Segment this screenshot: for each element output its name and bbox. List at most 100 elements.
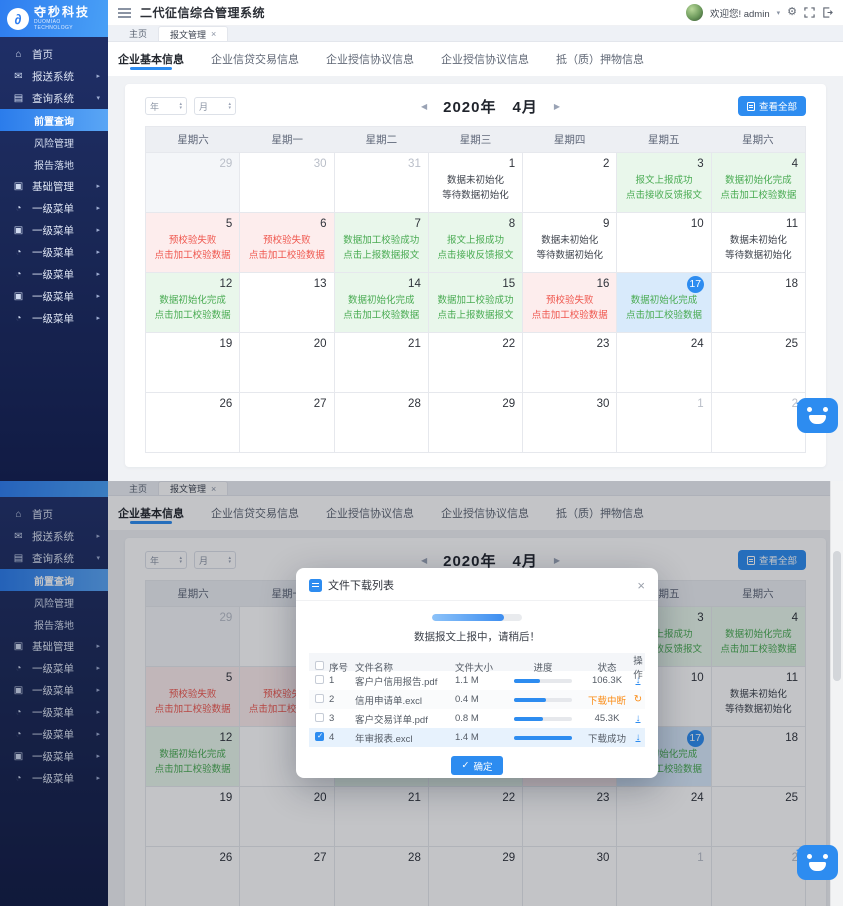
cell-status-line1[interactable]: 数据初始化完成	[159, 295, 226, 306]
calendar-cell[interactable]: 31	[334, 153, 429, 213]
calendar-cell[interactable]: 21	[334, 333, 429, 393]
sidebar-item[interactable]: ▣ 一级菜单 ▸	[0, 285, 108, 307]
calendar-cell[interactable]: 11 数据未初始化 等待数据初始化	[711, 667, 806, 727]
calendar-cell[interactable]: 11 数据未初始化 等待数据初始化	[711, 213, 806, 273]
calendar-cell[interactable]: 1	[617, 393, 712, 453]
sidebar-item[interactable]: 前置查询	[0, 109, 108, 131]
subtab[interactable]: 企业信贷交易信息	[211, 505, 299, 530]
sidebar-item[interactable]: ▣ 一级菜单 ▸	[0, 219, 108, 241]
cell-status-line2[interactable]: 等待数据初始化	[725, 250, 792, 261]
tab-report-management[interactable]: 报文管理 ×	[158, 26, 229, 41]
calendar-cell[interactable]: 8 报文上报成功 点击接收反馈报文	[428, 213, 524, 273]
row-action-icon[interactable]: ↓	[635, 713, 641, 724]
calendar-cell[interactable]: 21	[334, 787, 429, 847]
calendar-cell[interactable]: 27	[240, 393, 335, 453]
cell-status-line1[interactable]: 数据加工校验成功	[343, 235, 420, 246]
cell-status-line1[interactable]: 报文上报成功	[635, 629, 693, 640]
next-month-icon[interactable]: ▶	[553, 555, 560, 565]
calendar-cell[interactable]: 19	[146, 787, 241, 847]
calendar-cell[interactable]: 29	[146, 607, 241, 667]
calendar-cell[interactable]: 7 数据加工校验成功 点击上报数据报文	[334, 213, 429, 273]
cell-status-line1[interactable]: 数据初始化完成	[347, 295, 415, 306]
calendar-cell[interactable]: 2	[711, 393, 806, 453]
calendar-cell[interactable]: 9 数据未初始化 等待数据初始化	[523, 213, 618, 273]
cell-status-line2[interactable]: 等待数据初始化	[725, 704, 792, 715]
calendar-cell[interactable]: 3 报文上报成功 点击接收反馈报文	[617, 153, 712, 213]
gear-icon[interactable]: ⚙	[787, 6, 797, 18]
scrollbar[interactable]	[830, 481, 843, 906]
prev-month-icon[interactable]: ◀	[420, 101, 428, 111]
calendar-cell[interactable]: 13	[240, 273, 335, 333]
calendar-cell[interactable]: 15 数据加工校验成功 点击上报数据报文	[428, 273, 524, 333]
cell-status-line2[interactable]: 点击加工校验数据	[720, 644, 797, 655]
calendar-cell[interactable]: 12 数据初始化完成 点击加工校验数据	[146, 727, 241, 787]
sidebar-item[interactable]: 风险管理	[0, 591, 108, 613]
calendar-cell[interactable]: 29	[146, 153, 241, 213]
calendar-cell[interactable]: 23	[523, 333, 618, 393]
chat-widget[interactable]	[796, 398, 838, 433]
cell-status-line2[interactable]: 点击加工校验数据	[154, 250, 231, 261]
calendar-cell[interactable]: 22	[428, 787, 524, 847]
calendar-cell[interactable]: 4 数据初始化完成 点击加工校验数据	[711, 607, 806, 667]
month-select[interactable]: 月 ▴ ▾	[194, 551, 236, 569]
calendar-cell[interactable]: 16 预校验失败 点击加工校验数据	[523, 273, 618, 333]
calendar-cell[interactable]: 28	[334, 847, 429, 906]
cell-status-line2[interactable]: 点击加工校验数据	[248, 704, 325, 715]
row-checkbox[interactable]	[315, 674, 324, 684]
sidebar-item[interactable]: 报告落地	[0, 153, 108, 175]
row-action-icon[interactable]: ↓	[635, 675, 641, 686]
calendar-cell[interactable]: 30	[523, 393, 618, 453]
row-checkbox[interactable]	[315, 731, 324, 741]
tab-home[interactable]: 主页	[129, 483, 148, 494]
cell-status-line1[interactable]: 数据初始化完成	[725, 175, 792, 186]
calendar-cell[interactable]: 24	[617, 787, 712, 847]
calendar-cell[interactable]: 17 数据初始化完成 点击加工校验数据	[617, 273, 712, 333]
sidebar-item[interactable]: ✉ 报送系统 ▸	[0, 525, 108, 547]
calendar-cell[interactable]: 19	[146, 333, 241, 393]
sidebar-item[interactable]: ◔ 一级菜单 ▸	[0, 701, 108, 723]
month-select[interactable]: 月 ▴ ▾	[194, 97, 236, 115]
cell-status-line1[interactable]: 数据未初始化	[541, 235, 599, 246]
calendar-cell[interactable]: 14 数据初始化完成 点击加工校验数据	[334, 273, 429, 333]
subtab[interactable]: 企业授信协议信息	[326, 505, 414, 530]
avatar[interactable]	[685, 4, 703, 21]
cell-status-line1[interactable]: 数据加工校验成功	[437, 295, 514, 306]
sidebar-item[interactable]: ▣ 一级菜单 ▸	[0, 679, 108, 701]
subtab[interactable]: 企业基本信息	[118, 51, 184, 76]
sidebar-item[interactable]: ⌂ 首页	[0, 43, 108, 65]
cell-status-line1[interactable]: 数据未初始化	[729, 689, 787, 700]
cell-status-line1[interactable]: 数据初始化完成	[725, 629, 792, 640]
hamburger-icon[interactable]	[118, 7, 131, 18]
spinner-carets-icon[interactable]: ▴ ▾	[179, 555, 182, 565]
spinner-carets-icon[interactable]: ▴ ▾	[179, 101, 182, 111]
cell-status-line2[interactable]: 点击上报数据报文	[343, 250, 420, 261]
calendar-cell[interactable]: 23	[523, 787, 618, 847]
sidebar-item[interactable]: ◔ 一级菜单 ▸	[0, 197, 108, 219]
cell-status-line1[interactable]: 报文上报成功	[446, 235, 504, 246]
cell-status-line2[interactable]: 点击加工校验数据	[154, 764, 231, 775]
sidebar-item[interactable]: ▤ 查询系统 ▾	[0, 547, 108, 569]
fullscreen-icon[interactable]	[804, 7, 815, 18]
cell-status-line1[interactable]: 数据初始化完成	[630, 749, 698, 760]
cell-status-line1[interactable]: 数据初始化完成	[159, 749, 226, 760]
view-all-button[interactable]: 查看全部	[737, 96, 806, 116]
sidebar-item[interactable]: ⌂ 首页	[0, 503, 108, 525]
cell-status-line1[interactable]: 数据初始化完成	[630, 295, 698, 306]
cell-status-line2[interactable]: 点击加工校验数据	[154, 704, 231, 715]
calendar-cell[interactable]: 5 预校验失败 点击加工校验数据	[146, 213, 241, 273]
confirm-button[interactable]: ✓ 确定	[450, 756, 504, 775]
row-action-icon[interactable]: ↻	[633, 694, 643, 705]
cell-status-line1[interactable]: 预校验失败	[546, 295, 594, 306]
row-checkbox[interactable]	[315, 693, 324, 703]
calendar-cell[interactable]: 22	[428, 333, 524, 393]
spinner-carets-icon[interactable]: ▴ ▾	[228, 101, 231, 111]
next-month-icon[interactable]: ▶	[553, 101, 560, 111]
calendar-cell[interactable]: 4 数据初始化完成 点击加工校验数据	[711, 153, 806, 213]
sidebar-item[interactable]: ◔ 一级菜单 ▸	[0, 767, 108, 789]
view-all-button[interactable]: 查看全部	[737, 550, 806, 570]
sidebar-item[interactable]: ▣ 基础管理 ▸	[0, 635, 108, 657]
chevron-down-icon[interactable]: ▾	[776, 9, 781, 17]
calendar-cell[interactable]: 26	[146, 847, 241, 906]
calendar-cell[interactable]: 6 预校验失败 点击加工校验数据	[240, 213, 335, 273]
calendar-cell[interactable]: 30	[523, 847, 618, 906]
